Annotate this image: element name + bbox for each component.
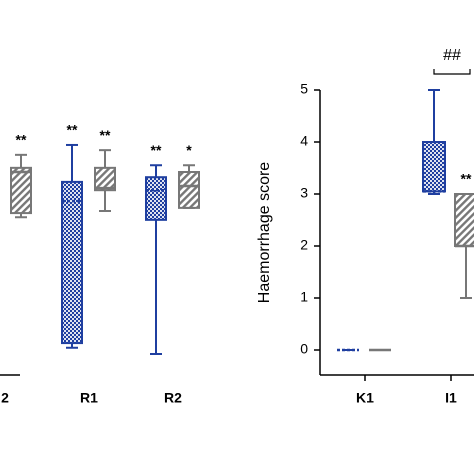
significance-label: ** (16, 132, 27, 148)
box (145, 176, 167, 221)
significance-label: ** (67, 122, 78, 138)
y-axis-label: Haemorrhage score (256, 162, 273, 304)
y-tick-label: 3 (300, 185, 308, 201)
y-tick-label: 2 (300, 237, 308, 253)
x-tick-label: R2 (164, 390, 182, 406)
comparison-label: ## (443, 47, 461, 64)
significance-label: ** (100, 127, 111, 143)
significance-label: * (186, 142, 192, 158)
box (94, 166, 116, 192)
y-tick-label: 0 (300, 341, 308, 357)
y-tick-label: 1 (300, 289, 308, 305)
box (454, 193, 474, 247)
significance-label: ** (151, 142, 162, 158)
comparison-bracket (433, 69, 471, 75)
box (61, 180, 83, 345)
box (178, 171, 200, 209)
x-tick-label: 2 (1, 390, 9, 406)
significance-label: ** (461, 171, 472, 187)
box (10, 166, 32, 215)
y-tick-label: 5 (300, 81, 308, 97)
x-tick-label: K1 (356, 390, 374, 406)
x-tick-label: I1 (445, 390, 457, 406)
y-tick-label: 4 (300, 133, 308, 149)
x-tick-label: R1 (80, 390, 98, 406)
box (422, 141, 446, 193)
